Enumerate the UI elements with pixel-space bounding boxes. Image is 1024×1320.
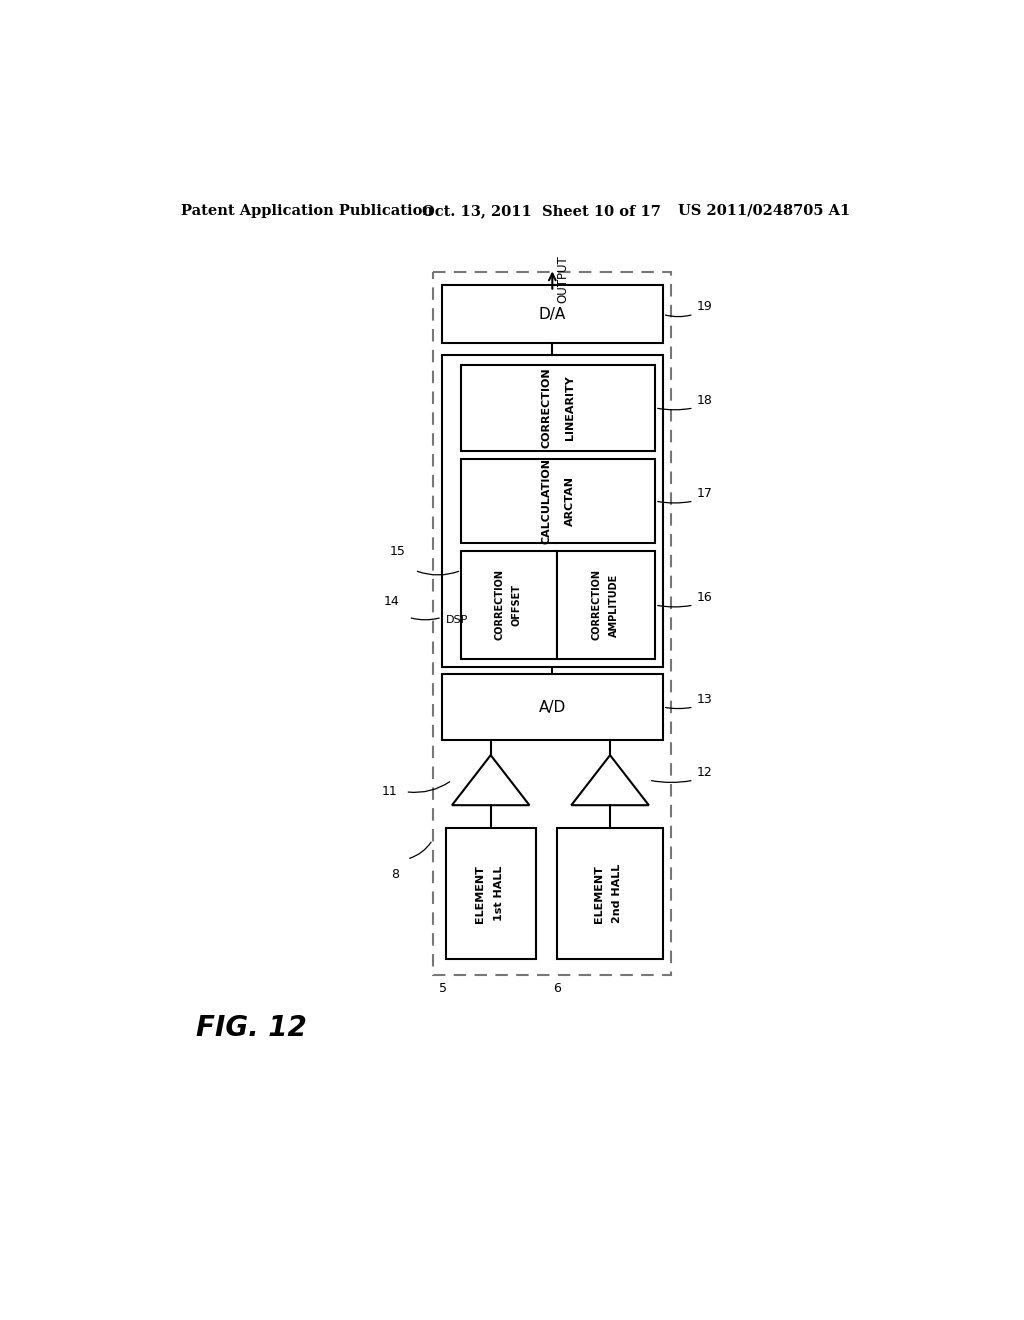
- Text: ELEMENT: ELEMENT: [475, 865, 485, 923]
- Text: LINEARITY: LINEARITY: [565, 375, 574, 441]
- Text: D/A: D/A: [539, 306, 566, 322]
- Text: 1st HALL: 1st HALL: [494, 866, 504, 921]
- Text: Oct. 13, 2011  Sheet 10 of 17: Oct. 13, 2011 Sheet 10 of 17: [423, 203, 662, 218]
- Text: CORRECTION: CORRECTION: [495, 569, 505, 640]
- Text: 13: 13: [697, 693, 713, 706]
- Text: 12: 12: [697, 766, 713, 779]
- Text: OFFSET: OFFSET: [512, 583, 521, 626]
- Text: ELEMENT: ELEMENT: [594, 865, 604, 923]
- Text: 18: 18: [697, 393, 713, 407]
- Text: CORRECTION: CORRECTION: [592, 569, 601, 640]
- Text: US 2011/0248705 A1: US 2011/0248705 A1: [678, 203, 851, 218]
- Text: CORRECTION: CORRECTION: [542, 367, 552, 449]
- Text: FIG. 12: FIG. 12: [197, 1015, 307, 1043]
- Text: OUTPUT: OUTPUT: [556, 256, 569, 304]
- Text: 11: 11: [382, 785, 397, 799]
- Text: 8: 8: [391, 869, 399, 880]
- Bar: [442, 355, 663, 667]
- Text: 6: 6: [553, 982, 560, 995]
- Bar: [461, 459, 655, 544]
- Text: DSP: DSP: [445, 615, 468, 626]
- Text: 5: 5: [438, 982, 446, 995]
- Bar: [442, 675, 663, 739]
- Text: A/D: A/D: [539, 700, 566, 714]
- Text: 17: 17: [697, 487, 713, 500]
- Text: 16: 16: [697, 591, 713, 603]
- Text: Patent Application Publication: Patent Application Publication: [180, 203, 433, 218]
- Bar: [461, 364, 655, 451]
- Bar: [461, 552, 557, 659]
- Text: 2nd HALL: 2nd HALL: [612, 865, 623, 924]
- Text: ARCTAN: ARCTAN: [565, 477, 574, 527]
- Text: 19: 19: [697, 300, 713, 313]
- Text: 14: 14: [384, 594, 399, 607]
- Text: CALCULATION: CALCULATION: [542, 458, 552, 544]
- Bar: [557, 552, 655, 659]
- Bar: [445, 829, 537, 960]
- Bar: [557, 829, 663, 960]
- Bar: [442, 285, 663, 343]
- Text: AMPLITUDE: AMPLITUDE: [608, 573, 618, 636]
- Text: 15: 15: [389, 545, 406, 557]
